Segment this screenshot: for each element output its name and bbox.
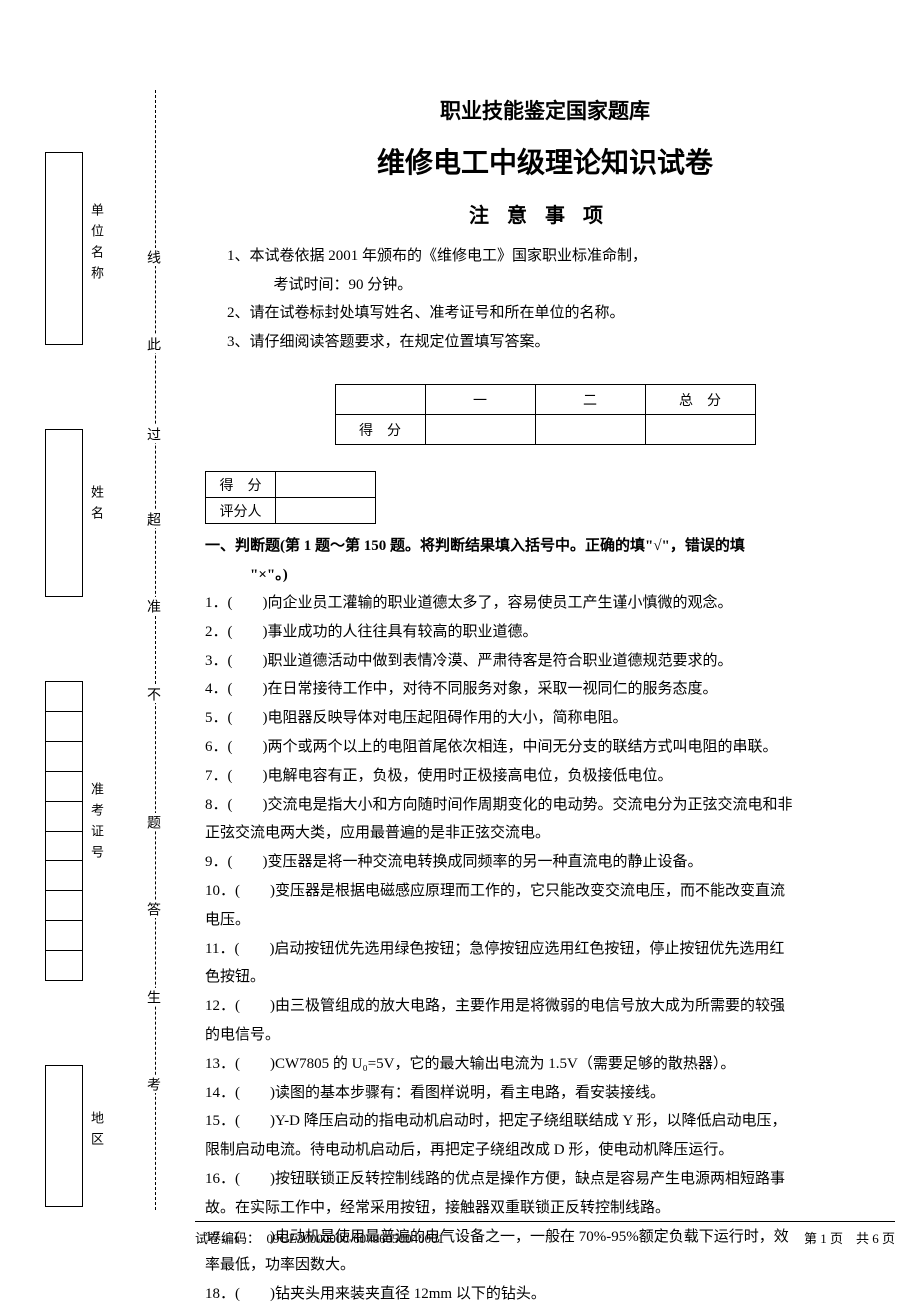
question-5: 5．( )电阻器反映导体对电压起阻碍作用的大小，简称电阻。 — [205, 704, 895, 733]
section-title-line2: "×"。) — [205, 561, 895, 590]
table-row: 得 分 — [335, 415, 755, 445]
table-row: 评分人 — [206, 498, 376, 524]
marker-kao: 考 — [142, 1075, 162, 1093]
table-row: 一 二 总 分 — [335, 385, 755, 415]
grader-cell[interactable] — [276, 498, 376, 524]
question-18: 18．( )钻夹头用来装夹直径 12mm 以下的钻头。 — [205, 1280, 895, 1309]
question-8a: 8．( )交流电是指大小和方向随时间作周期变化的电动势。交流电分为正弦交流电和非 — [205, 791, 895, 820]
question-1: 1．( )向企业员工灌输的职业道德太多了，容易使员工产生谨小慎微的观念。 — [205, 589, 895, 618]
small-score-label: 得 分 — [206, 472, 276, 498]
region-label: 地区 — [87, 1111, 106, 1153]
exam-page: 线 此 过 超 准 不 题 答 生 考 单位名称 姓名 准考证号 地区 — [0, 0, 920, 1302]
marker-chao: 超 — [142, 510, 162, 528]
name-label: 姓名 — [87, 485, 106, 527]
exam-number-box[interactable]: 准考证号 — [45, 681, 83, 981]
small-score-cell[interactable] — [276, 472, 376, 498]
row-score-label: 得 分 — [335, 415, 425, 445]
exam-number-label: 准考证号 — [87, 782, 106, 866]
table-row: 得 分 — [206, 472, 376, 498]
question-2: 2．( )事业成功的人往往具有较高的职业道德。 — [205, 618, 895, 647]
score-summary-table: 一 二 总 分 得 分 — [335, 384, 756, 445]
region-box[interactable]: 地区 — [45, 1065, 83, 1207]
question-12b: 的电信号。 — [205, 1021, 895, 1050]
page-number: 第 1 页 共 6 页 — [804, 1228, 895, 1247]
name-box[interactable]: 姓名 — [45, 429, 83, 597]
grader-table: 得 分 评分人 — [205, 471, 376, 524]
question-10a: 10．( )变压器是根据电磁感应原理而工作的，它只能改变交流电压，而不能改变直流 — [205, 877, 895, 906]
question-6: 6．( )两个或两个以上的电阻首尾依次相连，中间无分支的联结方式叫电阻的串联。 — [205, 733, 895, 762]
score-cell[interactable] — [425, 415, 535, 445]
section-title-line1: 一、判断题(第 1 题～第 150 题。将判断结果填入括号中。正确的填"√"，错… — [205, 538, 745, 554]
marker-zhun: 准 — [142, 597, 162, 615]
question-7: 7．( )电解电容有正，负极，使用时正极接高电位，负极接低电位。 — [205, 762, 895, 791]
col-one: 一 — [425, 385, 535, 415]
question-11b: 色按钮。 — [205, 963, 895, 992]
marker-sheng: 生 — [142, 988, 162, 1006]
instruction-1: 1、本试卷依据 2001 年颁布的《维修电工》国家职业标准命制， — [227, 242, 895, 271]
question-14: 14．( )读图的基本步骤有：看图样说明，看主电路，看安装接线。 — [205, 1079, 895, 1108]
question-15b: 限制启动电流。待电动机启动后，再把定子绕组改成 D 形，使电动机降压运行。 — [205, 1136, 895, 1165]
notice-title: 注意事项 — [195, 199, 895, 228]
question-10b: 电压。 — [205, 906, 895, 935]
marker-da: 答 — [142, 900, 162, 918]
marker-ci: 此 — [142, 335, 162, 353]
col-two: 二 — [535, 385, 645, 415]
marker-guo: 过 — [142, 425, 162, 443]
page-footer: 试卷编码： 09GL30000000-60706050040001 第 1 页 … — [195, 1221, 895, 1247]
question-12a: 12．( )由三极管组成的放大电路，主要作用是将微弱的电信号放大成为所需要的较强 — [205, 992, 895, 1021]
question-9: 9．( )变压器是将一种交流电转换成同频率的另一种直流电的静止设备。 — [205, 848, 895, 877]
exam-code: 试卷编码： 09GL30000000-60706050040001 — [195, 1228, 444, 1247]
exam-number-cells — [46, 682, 82, 980]
instruction-3: 3、请仔细阅读答题要求，在规定位置填写答案。 — [227, 328, 895, 357]
question-17b: 率最低，功率因数大。 — [205, 1251, 895, 1280]
header-line2: 维修电工中级理论知识试卷 — [195, 141, 895, 181]
unit-name-label: 单位名称 — [87, 203, 106, 287]
score-cell[interactable] — [535, 415, 645, 445]
marker-xian: 线 — [142, 248, 162, 266]
score-cell[interactable] — [645, 415, 755, 445]
question-13: 13．( )CW7805 的 U₀=5V，它的最大输出电流为 1.5V（需要足够… — [205, 1050, 895, 1079]
instruction-2: 2、请在试卷标封处填写姓名、准考证号和所在单位的名称。 — [227, 299, 895, 328]
question-3: 3．( )职业道德活动中做到表情冷漠、严肃待客是符合职业道德规范要求的。 — [205, 647, 895, 676]
questions-block: 1．( )向企业员工灌输的职业道德太多了，容易使员工产生谨小慎微的观念。 2．(… — [195, 589, 895, 1309]
marker-ti: 题 — [142, 813, 162, 831]
question-16b: 故。在实际工作中，经常采用按钮，接触器双重联锁正反转控制线路。 — [205, 1194, 895, 1223]
question-11a: 11．( )启动按钮优先选用绿色按钮；急停按钮应选用红色按钮，停止按钮优先选用红 — [205, 935, 895, 964]
left-margin-column: 线 此 过 超 准 不 题 答 生 考 单位名称 姓名 准考证号 地区 — [30, 90, 175, 1210]
col-total: 总 分 — [645, 385, 755, 415]
section-1-title: 一、判断题(第 1 题～第 150 题。将判断结果填入括号中。正确的填"√"，错… — [195, 532, 895, 589]
question-8b: 正弦交流电两大类，应用最普遍的是非正弦交流电。 — [205, 819, 895, 848]
main-content: 职业技能鉴定国家题库 维修电工中级理论知识试卷 注意事项 1、本试卷依据 200… — [195, 95, 895, 1309]
unit-name-box[interactable]: 单位名称 — [45, 152, 83, 345]
grader-label: 评分人 — [206, 498, 276, 524]
question-16a: 16．( )按钮联锁正反转控制线路的优点是操作方便，缺点是容易产生电源两相短路事 — [205, 1165, 895, 1194]
question-4: 4．( )在日常接待工作中，对待不同服务对象，采取一视同仁的服务态度。 — [205, 675, 895, 704]
header-line1: 职业技能鉴定国家题库 — [195, 95, 895, 125]
marker-bu: 不 — [142, 685, 162, 703]
instruction-1b: 考试时间：90 分钟。 — [227, 271, 895, 300]
question-15a: 15．( )Y-D 降压启动的指电动机启动时，把定子绕组联结成 Y 形，以降低启… — [205, 1107, 895, 1136]
instructions: 1、本试卷依据 2001 年颁布的《维修电工》国家职业标准命制， 考试时间：90… — [227, 242, 895, 356]
